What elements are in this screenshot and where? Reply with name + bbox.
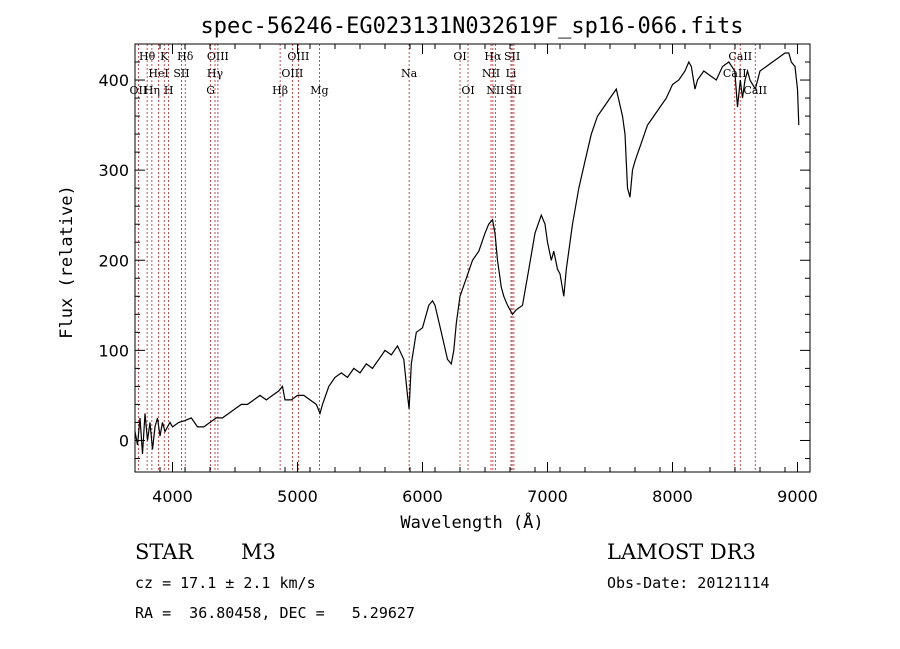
line-label-7: SII	[504, 50, 520, 63]
x-tick-label-0: 4000	[152, 487, 193, 506]
x-tick-label-4: 8000	[652, 487, 693, 506]
line-label-11: Hγ	[207, 67, 224, 80]
survey-name: LAMOST DR3	[607, 540, 756, 564]
line-label-18: Hη	[144, 84, 160, 97]
line-label-17: OII	[130, 84, 148, 97]
line-label-9: HeI	[148, 67, 168, 80]
y-axis-label: Flux (relative)	[57, 185, 77, 339]
y-axis-ticks: 0 100 200 300 400	[98, 61, 810, 459]
coordinates: RA = 36.80458, DEC = 5.29627	[135, 604, 415, 622]
line-label-21: Hβ	[272, 84, 288, 97]
line-label-15: Li	[506, 67, 517, 80]
chart-title: spec-56246-EG023131N032619F_sp16-066.fit…	[200, 14, 743, 39]
line-label-8: CaII	[728, 50, 752, 63]
line-label-22: Mg	[310, 84, 328, 97]
line-label-10: SII	[173, 67, 189, 80]
redshift-cz: cz = 17.1 ± 2.1 km/s	[135, 574, 316, 592]
line-label-1: K	[160, 50, 169, 63]
x-axis-label: Wavelength (Å)	[400, 511, 543, 533]
y-tick-label-3: 300	[98, 161, 129, 180]
object-subclass: M3	[241, 540, 276, 564]
x-axis-ticks: 4000 5000 6000 7000 8000 9000	[134, 44, 818, 506]
line-label-4: OIII	[287, 50, 309, 63]
emission-line-markers	[137, 44, 756, 472]
y-tick-label-0: 0	[119, 431, 129, 450]
line-label-26: CaII	[743, 84, 767, 97]
x-tick-label-2: 6000	[402, 487, 443, 506]
line-label-20: G	[206, 84, 215, 97]
x-tick-label-3: 7000	[527, 487, 568, 506]
x-tick-label-5: 9000	[777, 487, 818, 506]
line-label-25: SII	[506, 84, 522, 97]
y-tick-label-2: 200	[98, 251, 129, 270]
plot-frame	[134, 43, 811, 473]
object-class: STAR	[135, 540, 194, 564]
observation-date: Obs-Date: 20121114	[607, 574, 770, 592]
line-label-6: Hα	[484, 50, 502, 63]
line-label-0: Hθ	[139, 50, 156, 63]
y-tick-label-4: 400	[98, 71, 129, 90]
line-label-14: NII	[482, 67, 500, 80]
line-label-13: Na	[401, 67, 418, 80]
x-tick-label-1: 5000	[277, 487, 318, 506]
line-label-3: OIII	[207, 50, 229, 63]
y-tick-label-1: 100	[98, 341, 129, 360]
line-label-12: OIII	[281, 67, 303, 80]
line-label-19: H	[164, 84, 174, 97]
line-label-5: OI	[453, 50, 466, 63]
line-label-2: Hδ	[177, 50, 194, 63]
line-label-24: NII	[486, 84, 504, 97]
line-label-23: OI	[461, 84, 474, 97]
spectrum-line	[134, 52, 800, 455]
